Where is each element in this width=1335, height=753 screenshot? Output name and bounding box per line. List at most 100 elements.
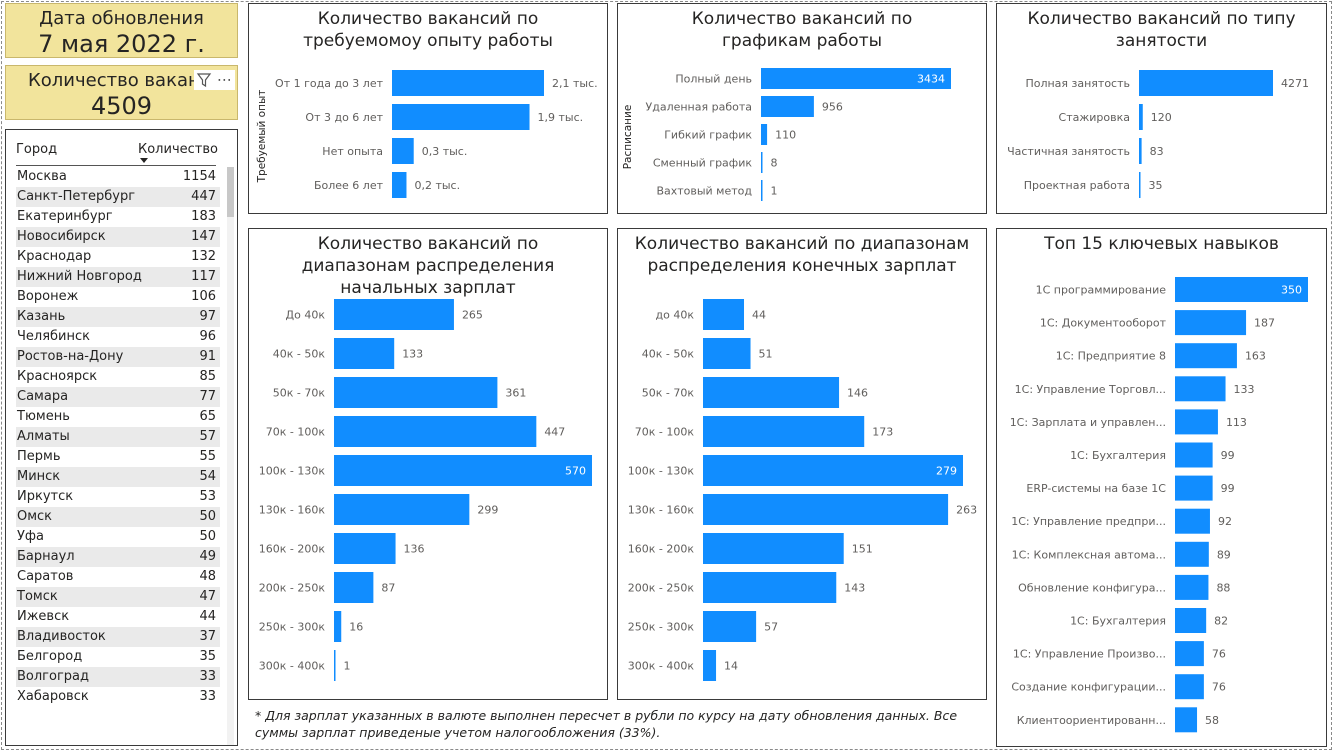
table-row[interactable]: Уфа 50 <box>16 527 220 547</box>
data-label: 99 <box>1221 482 1235 495</box>
bar <box>1139 104 1143 130</box>
chart-salary-to-card[interactable]: Количество вакансий по диапазонам распре… <box>617 228 987 700</box>
table-row[interactable]: Волгоград 33 <box>16 667 220 687</box>
category-label: 300к - 400к <box>259 660 326 673</box>
category-label: 40к - 50к <box>273 348 326 361</box>
chart-salary-from-card[interactable]: Количество вакансий по диапазонам распре… <box>248 228 608 700</box>
bar <box>392 138 414 164</box>
table-row[interactable]: Минск 54 <box>16 467 220 487</box>
category-label: 1С: Зарплата и управлен... <box>1010 416 1166 429</box>
data-label: 16 <box>349 621 363 634</box>
city-cell: Воронеж <box>17 289 79 304</box>
bar <box>703 494 949 525</box>
table-row[interactable]: Самара 77 <box>16 387 220 407</box>
category-label: 1С: Управление предпри... <box>1011 515 1166 528</box>
city-cell: Ростов-на-Дону <box>17 349 124 364</box>
col-header-city[interactable]: Город <box>16 142 58 157</box>
data-label: 58 <box>1205 714 1219 727</box>
chart-skills-title: Топ 15 ключевых навыков <box>1044 234 1279 254</box>
table-row[interactable]: Ижевск 44 <box>16 607 220 627</box>
table-row[interactable]: Тюмень 65 <box>16 407 220 427</box>
count-cell: 57 <box>199 429 216 444</box>
table-row[interactable]: Барнаул 49 <box>16 547 220 567</box>
table-scroll-thumb[interactable] <box>227 167 234 217</box>
table-row[interactable]: Новосибирск 147 <box>16 227 220 247</box>
kpi-update-date[interactable]: Дата обновления 7 мая 2022 г. <box>5 3 238 58</box>
data-label: 14 <box>724 660 738 673</box>
table-row[interactable]: Краснодар 132 <box>16 247 220 267</box>
table-row[interactable]: Москва 1154 <box>16 167 220 187</box>
city-table[interactable]: Город Количество Москва 1154 Санкт-Петербу… <box>5 129 238 746</box>
table-row[interactable]: Омск 50 <box>16 507 220 527</box>
bar <box>334 572 374 603</box>
data-label: 133 <box>1234 383 1255 396</box>
data-label: 265 <box>462 309 483 322</box>
table-row[interactable]: Хабаровск 33 <box>16 687 220 707</box>
table-row[interactable]: Красноярск 85 <box>16 367 220 387</box>
table-row[interactable]: Пермь 55 <box>16 447 220 467</box>
filter-icon[interactable] <box>196 72 212 88</box>
count-cell: 54 <box>199 469 216 484</box>
chart-employment: Полная занятость 4271 Стажировка 120 Частичн… <box>1007 70 1309 198</box>
table-row[interactable]: Казань 97 <box>16 307 220 327</box>
data-label: 136 <box>404 543 425 556</box>
kpi-vacancy-count[interactable]: Количество ваканс 4509 ⋯ <box>5 65 238 120</box>
bar <box>1175 376 1226 402</box>
data-label: 151 <box>852 543 873 556</box>
kpi-date-label: Дата обновления <box>39 8 204 29</box>
bar <box>703 611 757 642</box>
count-cell: 48 <box>199 569 216 584</box>
more-options-icon[interactable]: ⋯ <box>217 70 233 89</box>
category-label: Стажировка <box>1059 111 1130 124</box>
city-cell: Волгоград <box>17 669 90 684</box>
chart-skills: 1С программирование 350 1С: Документооборо… <box>1010 277 1308 733</box>
data-label: 99 <box>1221 449 1235 462</box>
category-label: до 40к <box>656 309 695 322</box>
table-row[interactable]: Алматы 57 <box>16 427 220 447</box>
category-label: Более 6 лет <box>314 179 384 192</box>
table-row[interactable]: Санкт-Петербург 447 <box>16 187 220 207</box>
bar <box>1139 70 1273 96</box>
data-label: 279 <box>936 465 957 478</box>
data-label: 89 <box>1217 548 1231 561</box>
chart-employment-card[interactable]: Количество вакансий по типу занятости По… <box>996 3 1327 214</box>
data-label: 133 <box>402 348 423 361</box>
city-cell: Челябинск <box>17 329 91 344</box>
table-row[interactable]: Белгород 35 <box>16 647 220 667</box>
table-row[interactable]: Нижний Новгород 117 <box>16 267 220 287</box>
table-row[interactable]: Владивосток 37 <box>16 627 220 647</box>
data-label: 1 <box>771 185 778 198</box>
bar <box>1175 707 1198 733</box>
bar <box>1175 574 1209 600</box>
category-label: ERP-системы на базе 1С <box>1026 482 1166 495</box>
table-row[interactable]: Саратов 48 <box>16 567 220 587</box>
count-cell: 50 <box>199 529 216 544</box>
chart-employment-title: Количество вакансий по типу занятости <box>1027 9 1296 51</box>
table-row[interactable]: Ростов-на-Дону 91 <box>16 347 220 367</box>
table-row[interactable]: Екатеринбург 183 <box>16 207 220 227</box>
table-row[interactable]: Томск 47 <box>16 587 220 607</box>
data-label: 570 <box>565 465 586 478</box>
data-label: 76 <box>1212 681 1226 694</box>
table-scrollbar[interactable] <box>227 167 234 745</box>
chart-salary-to-title: Количество вакансий по диапазонам распре… <box>634 234 970 276</box>
bar <box>334 533 396 564</box>
sort-desc-icon <box>140 158 148 163</box>
count-cell: 65 <box>199 409 216 424</box>
y-axis-title: Расписание <box>622 105 634 170</box>
table-row[interactable]: Иркутск 53 <box>16 487 220 507</box>
table-row[interactable]: Воронеж 106 <box>16 287 220 307</box>
data-label: 163 <box>1245 350 1266 363</box>
data-label: 4271 <box>1281 77 1309 90</box>
chart-experience-card[interactable]: Количество вакансий по требуемомоу опыту… <box>248 3 608 214</box>
bar <box>334 377 498 408</box>
chart-skills-card[interactable]: Топ 15 ключевых навыков 1С программирова… <box>996 228 1327 747</box>
table-row[interactable]: Челябинск 96 <box>16 327 220 347</box>
chart-schedule-card[interactable]: Количество вакансий по графикам работы П… <box>617 3 987 214</box>
col-header-count[interactable]: Количество <box>138 142 218 157</box>
bar <box>703 299 745 330</box>
bar <box>392 70 544 96</box>
data-label: 57 <box>764 621 778 634</box>
city-cell: Самара <box>17 389 69 404</box>
